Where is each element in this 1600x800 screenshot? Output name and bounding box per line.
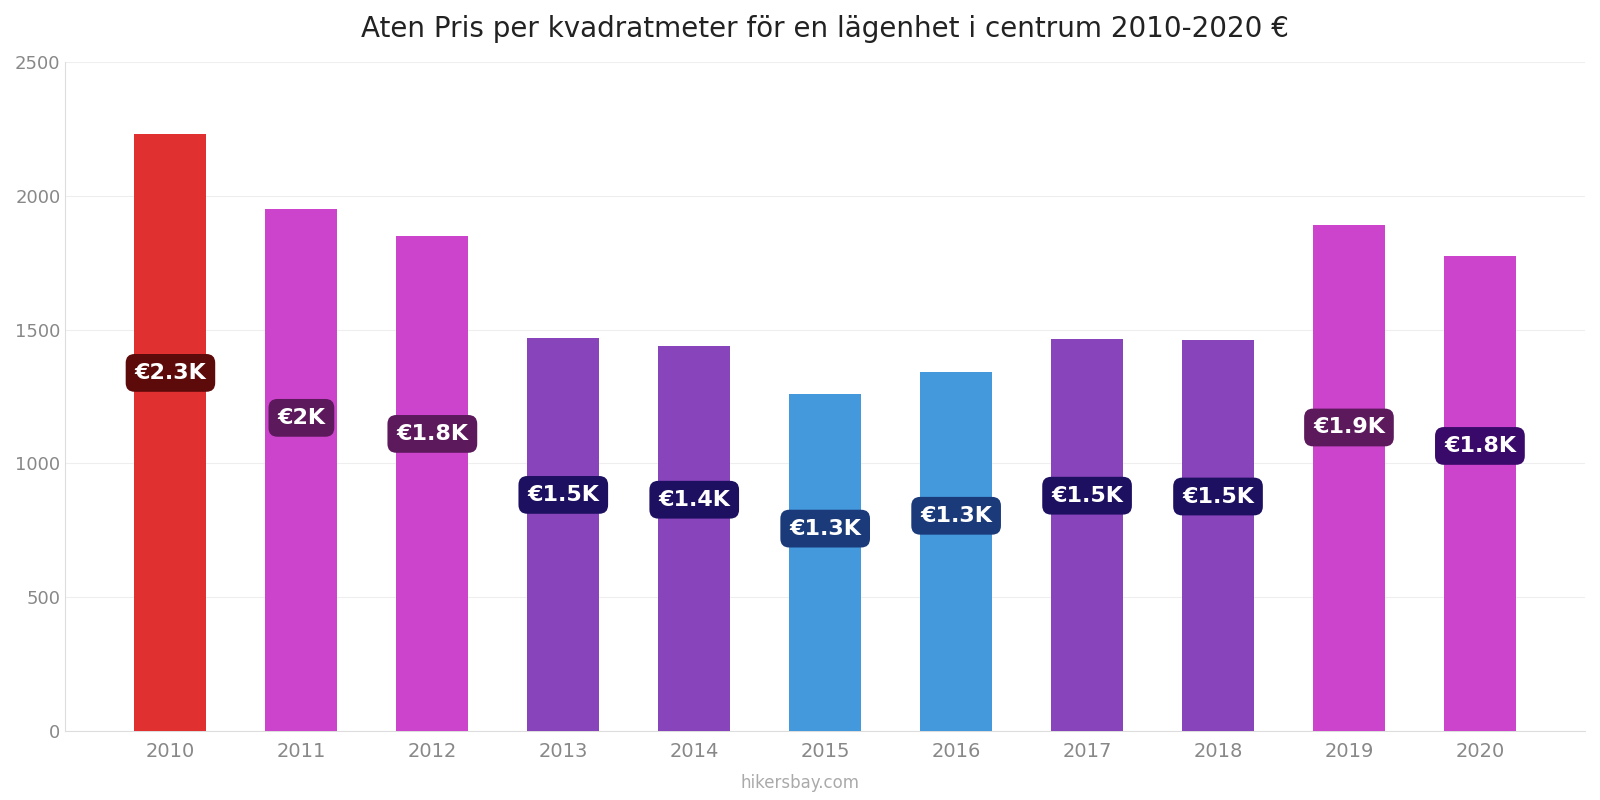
Text: hikersbay.com: hikersbay.com <box>741 774 859 792</box>
Text: €2.3K: €2.3K <box>134 363 206 383</box>
Bar <box>397 236 469 731</box>
Text: €1.5K: €1.5K <box>528 485 600 505</box>
Bar <box>134 134 206 731</box>
Bar <box>1051 339 1123 731</box>
Bar <box>920 372 992 731</box>
Bar <box>1314 226 1386 731</box>
Bar <box>528 338 600 731</box>
Text: €1.8K: €1.8K <box>397 424 469 444</box>
Text: €2K: €2K <box>277 408 325 428</box>
Bar <box>266 209 338 731</box>
Text: €1.8K: €1.8K <box>1443 436 1515 456</box>
Text: €1.4K: €1.4K <box>658 490 730 510</box>
Text: €1.3K: €1.3K <box>789 518 861 538</box>
Text: €1.5K: €1.5K <box>1182 486 1254 506</box>
Text: €1.5K: €1.5K <box>1051 486 1123 506</box>
Bar <box>658 346 730 731</box>
Text: €1.3K: €1.3K <box>920 506 992 526</box>
Bar <box>789 394 861 731</box>
Title: Aten Pris per kvadratmeter för en lägenhet i centrum 2010-2020 €: Aten Pris per kvadratmeter för en lägenh… <box>362 15 1290 43</box>
Bar <box>1182 340 1254 731</box>
Bar <box>1443 256 1515 731</box>
Text: €1.9K: €1.9K <box>1314 418 1386 438</box>
